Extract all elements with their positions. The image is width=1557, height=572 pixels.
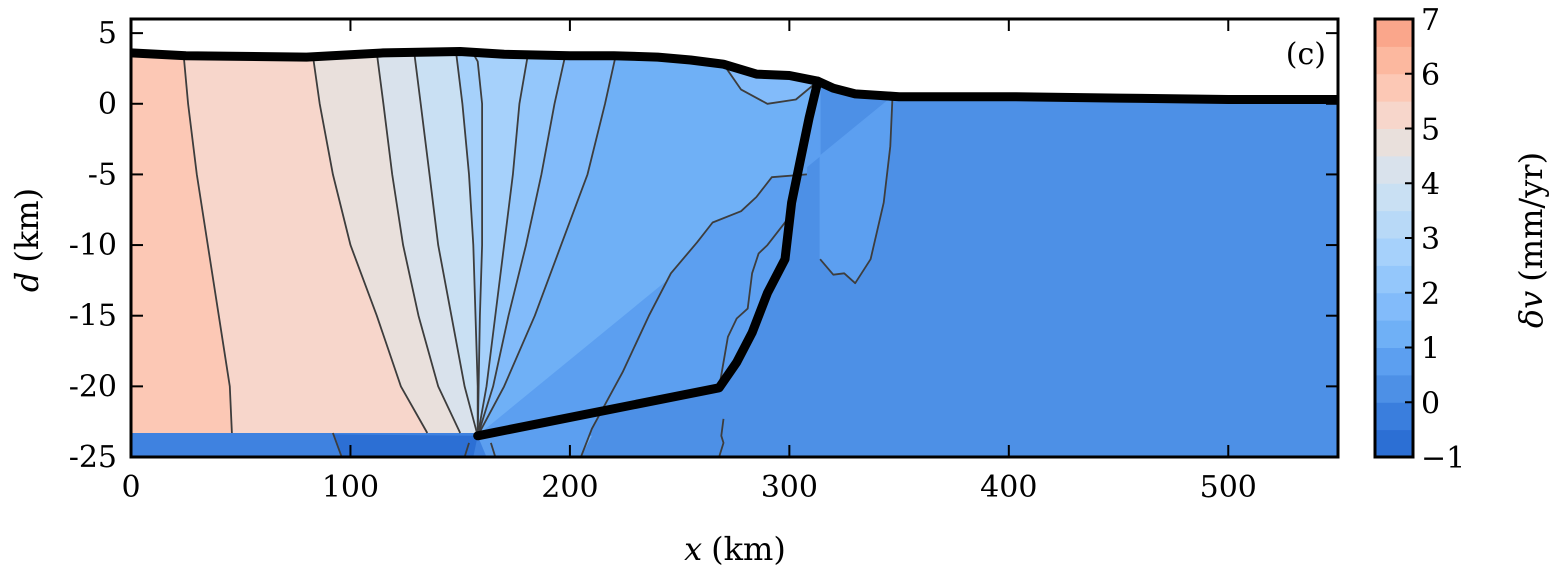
- y-tick-label: -5: [88, 157, 117, 192]
- y-tick-label: -25: [69, 440, 117, 475]
- contour-line: [718, 418, 725, 457]
- plot-area: [131, 19, 1338, 457]
- y-tick-label: 0: [98, 87, 117, 122]
- colorbar-segment: [1375, 238, 1413, 266]
- x-tick-label: 0: [121, 470, 140, 505]
- contour-line: [375, 52, 462, 434]
- x-axis-label: x (km): [684, 530, 786, 568]
- contour-line: [580, 173, 807, 457]
- contour-line: [718, 216, 791, 388]
- x-axis-symbol: x: [684, 530, 702, 568]
- y-axis-symbol: d: [8, 272, 46, 292]
- contour-line: [332, 432, 343, 457]
- colorbar-segment: [1375, 374, 1413, 403]
- y-axis-label: d (km): [8, 188, 46, 292]
- y-tick-label: -10: [69, 228, 117, 263]
- colorbar-segment: [1375, 128, 1413, 157]
- colorbar-tick-label: −1: [1421, 441, 1465, 476]
- x-axis-unit: (km): [711, 530, 786, 568]
- y-axis: 5 0 -5 -10 -15 -20 -25: [69, 16, 1338, 475]
- contour-line: [476, 54, 617, 437]
- colorbar-segment: [1375, 429, 1413, 458]
- colorbar-tick-label: 5: [1421, 113, 1440, 148]
- colorbar-tick-label: 0: [1421, 386, 1440, 421]
- panel-label: (c): [1286, 37, 1326, 72]
- y-axis-unit: (km): [8, 188, 46, 263]
- x-tick-label: 300: [761, 470, 818, 505]
- colorbar-segment: [1375, 155, 1413, 184]
- colorbar-tick-label: 1: [1421, 332, 1440, 367]
- colorbar-segment: [1375, 46, 1413, 75]
- colorbar-unit: (mm/yr): [1512, 152, 1550, 282]
- colorbar-tick-label: 6: [1421, 58, 1440, 93]
- colorbar-segment: [1375, 402, 1413, 431]
- y-tick-label: -15: [69, 299, 117, 334]
- contour-line: [722, 63, 819, 105]
- colorbar-segment: [1375, 183, 1413, 212]
- colorbar-tick-label: 7: [1421, 3, 1440, 38]
- colorbar-segment: [1375, 320, 1413, 348]
- contour-line: [413, 51, 479, 437]
- colorbar-segment: [1375, 210, 1413, 239]
- contour-line: [463, 442, 470, 457]
- contour-line: [454, 49, 479, 436]
- colorbar-tick-label: 2: [1421, 277, 1440, 312]
- contour-line: [819, 96, 894, 285]
- y-tick-label: 5: [98, 16, 117, 51]
- sky-area: [131, 19, 1338, 100]
- colorbar: [1375, 19, 1413, 458]
- colorbar-label: δv (mm/yr): [1512, 152, 1550, 328]
- colorbar-segment: [1375, 19, 1413, 47]
- contour-line: [476, 54, 567, 437]
- contour-line: [182, 55, 233, 434]
- negative-zone: [332, 434, 478, 457]
- filled-contour-zones: [131, 19, 1338, 457]
- colorbar-ticks: −1 0 1 2 3 4 5 6 7: [1405, 3, 1465, 476]
- colorbar-tick-label: 3: [1421, 222, 1440, 257]
- x-tick-label: 400: [980, 470, 1037, 505]
- colorbar-tick-label: 4: [1421, 167, 1440, 202]
- y-tick-label: -20: [69, 369, 117, 404]
- contour-line: [312, 56, 429, 434]
- colorbar-segment: [1375, 73, 1413, 102]
- fault-line: [473, 76, 823, 441]
- colorbar-segment: [1375, 347, 1413, 376]
- topography-line: [131, 47, 1338, 104]
- contour-line: [490, 442, 497, 457]
- colorbar-segment: [1375, 292, 1413, 321]
- colorbar-segment: [1375, 101, 1413, 129]
- contour-line: [476, 52, 530, 436]
- plot-frame: [129, 17, 1340, 459]
- colorbar-segment: [1375, 265, 1413, 294]
- x-tick-label: 200: [541, 470, 598, 505]
- x-axis: 0 100 200 300 400 500: [121, 19, 1257, 505]
- contour-line: [470, 49, 483, 436]
- x-tick-label: 500: [1200, 470, 1257, 505]
- contour-lines: [182, 49, 894, 457]
- x-tick-label: 100: [322, 470, 379, 505]
- colorbar-symbol: δv: [1512, 291, 1550, 328]
